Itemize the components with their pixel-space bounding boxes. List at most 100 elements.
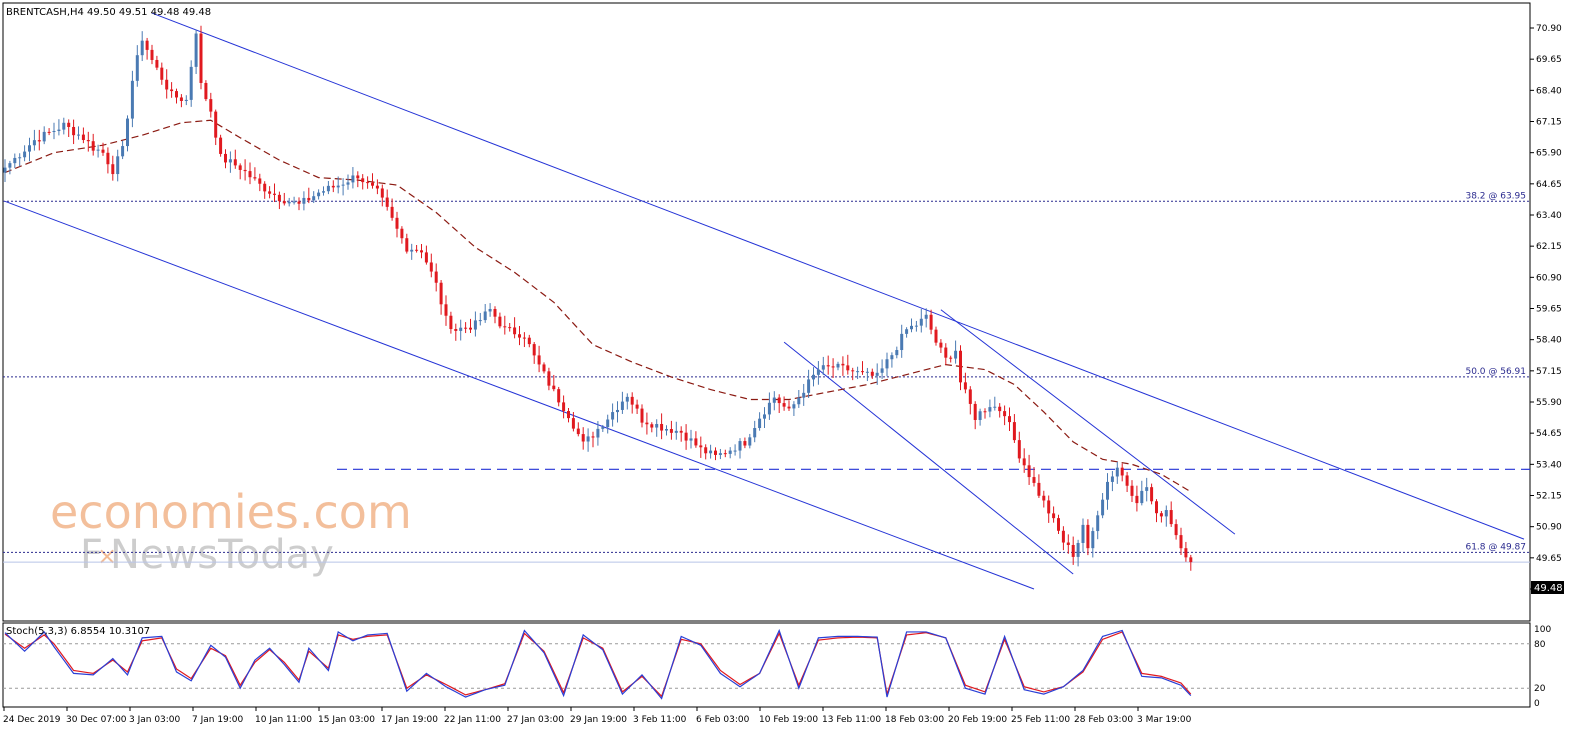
candle-body: [346, 182, 350, 185]
time-tick-label: 6 Feb 03:00: [696, 715, 750, 725]
candle-body: [571, 418, 575, 429]
candle-body: [498, 316, 502, 327]
candle-body: [1164, 510, 1168, 517]
channel-upper-line: [151, 12, 1525, 540]
price-tick-label: 64.65: [1536, 180, 1562, 190]
candle-body: [302, 197, 306, 204]
candle-body: [679, 430, 683, 433]
candle-body: [924, 314, 928, 319]
candle-body: [268, 191, 272, 194]
candle-body: [91, 141, 95, 151]
fibonacci-levels: 38.2 @ 63.95 50.0 @ 56.91 61.8 @ 49.87: [3, 191, 1530, 563]
candle-body: [660, 423, 664, 431]
candle-body: [1115, 467, 1119, 477]
candle-body: [312, 196, 316, 201]
candle-body: [792, 404, 796, 409]
candle-body: [13, 157, 17, 164]
price-tick-label: 68.40: [1536, 86, 1562, 96]
candle-body: [57, 129, 61, 132]
candle-body: [836, 363, 840, 368]
candle-body: [1120, 467, 1124, 476]
candle-body: [1022, 458, 1026, 466]
current-price-badge: 49.48: [1531, 581, 1564, 594]
candle-body: [929, 314, 933, 330]
price-tick-label: 57.15: [1536, 367, 1562, 377]
candle-body: [733, 450, 737, 452]
candle-body: [1047, 500, 1051, 514]
candle-body: [645, 422, 649, 425]
candle-body: [518, 334, 521, 338]
candle-body: [469, 327, 472, 330]
stoch-tick-label: 0: [1534, 699, 1540, 709]
candle-body: [939, 342, 943, 348]
candle-body: [1155, 501, 1158, 514]
candle-body: [993, 406, 997, 408]
price-tick-label: 60.90: [1536, 273, 1562, 283]
candle-body: [395, 217, 399, 229]
candle-body: [1140, 490, 1144, 504]
main-panel-frame: [2, 2, 1531, 622]
candle-body: [18, 157, 22, 159]
symbol-header: BRENTCASH,H4 49.50 49.51 49.48 49.48: [6, 7, 211, 18]
current-price-badge-bg: [1531, 581, 1564, 594]
candle-body: [1027, 465, 1031, 478]
candle-body: [86, 140, 90, 142]
candle-body: [1066, 542, 1070, 545]
candle-body: [72, 126, 76, 136]
time-tick-label: 3 Feb 11:00: [633, 715, 687, 725]
candle-body: [562, 402, 566, 412]
candle-body: [963, 382, 967, 390]
candle-body: [875, 372, 879, 376]
current-price-label: 49.48: [1534, 583, 1563, 594]
candle-body: [464, 327, 468, 329]
candle-body: [1057, 518, 1060, 531]
candle-body: [782, 403, 786, 407]
candle-body: [552, 385, 556, 390]
watermark-fxnewstoday-f: F: [80, 532, 103, 578]
candle-body: [611, 412, 615, 420]
price-tick-label: 63.40: [1536, 211, 1562, 221]
candle-body: [1037, 482, 1041, 496]
falling-line-inner-2: [940, 309, 1236, 535]
candle-body: [650, 424, 654, 428]
candle-body: [655, 423, 659, 428]
candle-body: [1130, 485, 1134, 496]
candle-body: [331, 185, 335, 188]
candle-body: [954, 350, 958, 359]
candle-body: [273, 193, 276, 195]
candle-body: [508, 327, 512, 329]
candle-body: [287, 202, 291, 204]
candle-body: [527, 337, 531, 345]
stoch-header: Stoch(5,3,3) 6.8554 10.3107: [6, 626, 150, 637]
candle-body: [503, 326, 507, 328]
candle-body: [439, 282, 443, 305]
candle-body: [846, 365, 850, 371]
candle-body: [317, 192, 321, 197]
candle-body: [709, 450, 713, 454]
candle-body: [145, 40, 149, 50]
moving-average: [4, 119, 1192, 493]
candle-body: [1150, 487, 1154, 502]
candle-body: [47, 131, 51, 133]
candle-body: [914, 325, 918, 327]
candle-body: [1012, 422, 1016, 441]
candle-body: [140, 40, 144, 56]
candle-body: [199, 33, 203, 83]
candle-body: [415, 249, 419, 251]
price-tick-label: 52.15: [1536, 492, 1562, 502]
candle-body: [718, 453, 722, 455]
candle-body: [998, 406, 1002, 412]
candle-body: [821, 365, 825, 370]
candle-body: [1061, 530, 1065, 543]
candle-body: [591, 436, 595, 438]
price-tick-label: 50.90: [1536, 523, 1562, 533]
candle-body: [478, 320, 482, 322]
candle-body: [1184, 548, 1188, 558]
candle-body: [219, 137, 223, 154]
candle-body: [772, 397, 776, 403]
stoch-tick-label: 80: [1534, 640, 1546, 650]
candle-body: [620, 401, 624, 410]
candle-body: [405, 238, 409, 252]
candle-body: [851, 370, 855, 372]
candle-body: [184, 99, 188, 101]
